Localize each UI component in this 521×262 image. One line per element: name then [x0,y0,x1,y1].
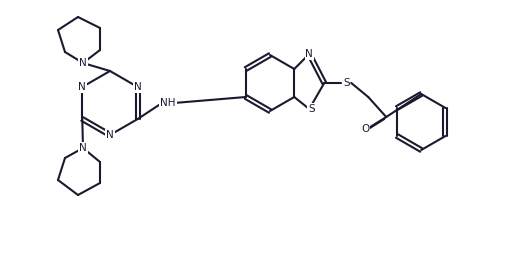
Text: O: O [361,124,369,134]
Text: S: S [308,104,315,114]
Text: N: N [79,58,87,68]
Text: N: N [106,130,114,140]
Text: N: N [79,143,87,153]
Text: NH: NH [160,98,176,108]
Text: N: N [305,49,313,59]
Text: N: N [79,82,86,92]
Text: N: N [134,82,142,92]
Text: S: S [343,78,350,88]
